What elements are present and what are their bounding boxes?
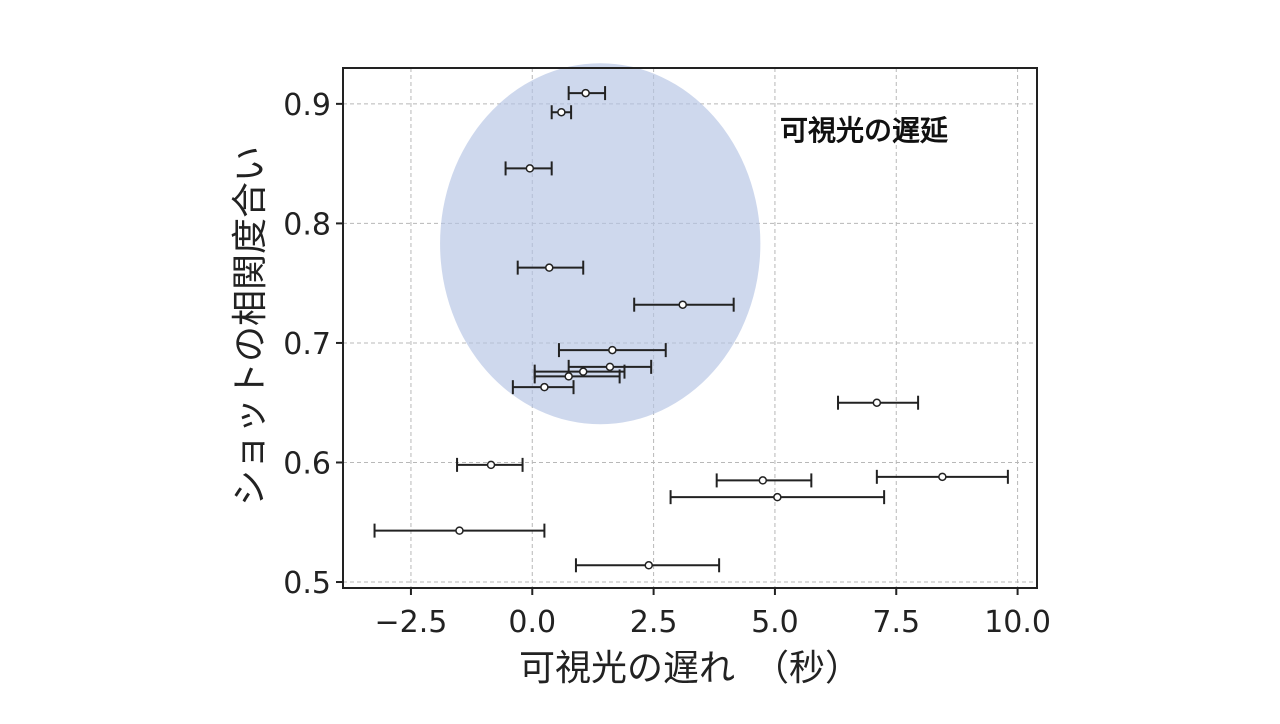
annotation-label: 可視光の遅延 <box>780 114 949 147</box>
x-tick-label: 2.5 <box>630 605 678 640</box>
data-point <box>837 395 920 410</box>
x-tick-label: −2.5 <box>375 605 448 640</box>
data-point <box>373 523 546 538</box>
highlight-ellipse <box>440 63 761 425</box>
data-point <box>574 558 721 573</box>
y-axis-ticks: 0.5 0.6 0.7 0.8 0.9 <box>283 88 343 601</box>
data-point <box>557 343 667 358</box>
data-point <box>516 260 585 275</box>
y-tick-label: 0.8 <box>283 207 331 242</box>
data-point <box>550 105 573 120</box>
y-axis-label: ショットの相関度合い <box>230 146 271 506</box>
point-marker <box>540 382 549 392</box>
data-point <box>511 380 575 395</box>
point-marker <box>773 492 782 502</box>
data-point <box>633 297 735 312</box>
x-tick-label: 10.0 <box>984 605 1051 640</box>
point-marker <box>872 398 882 407</box>
y-tick-label: 0.7 <box>283 327 331 362</box>
point-marker <box>455 526 464 535</box>
point-marker <box>678 300 687 309</box>
data-point <box>669 490 886 505</box>
x-tick-label: 5.0 <box>751 605 799 640</box>
data-point <box>715 473 813 488</box>
plot-frame <box>342 67 1038 589</box>
data-point <box>875 469 1009 484</box>
point-marker <box>525 164 535 173</box>
point-marker <box>557 107 566 117</box>
point-marker <box>545 263 554 272</box>
y-tick-label: 0.6 <box>283 446 331 481</box>
point-marker <box>486 460 496 470</box>
y-tick-label: 0.5 <box>283 566 331 601</box>
point-marker <box>644 561 653 570</box>
point-marker <box>581 88 590 98</box>
data-point <box>533 364 626 379</box>
data-point <box>533 369 621 384</box>
point-marker <box>564 372 573 381</box>
data-points <box>373 86 1009 573</box>
data-point <box>504 161 553 176</box>
point-marker <box>605 362 615 372</box>
x-axis-ticks: −2.5 0.0 2.5 5.0 7.5 10.0 <box>375 588 1051 640</box>
y-tick-label: 0.9 <box>283 88 331 123</box>
point-marker <box>758 476 768 485</box>
highlight-layer <box>440 63 761 425</box>
x-axis-label: 可視光の遅れ （秒） <box>519 648 861 689</box>
data-point <box>567 86 607 101</box>
data-point <box>456 457 524 472</box>
x-tick-label: 0.0 <box>508 605 556 640</box>
point-marker <box>938 472 947 482</box>
point-marker <box>608 345 617 355</box>
point-marker <box>578 367 588 376</box>
x-tick-label: 7.5 <box>872 605 920 640</box>
